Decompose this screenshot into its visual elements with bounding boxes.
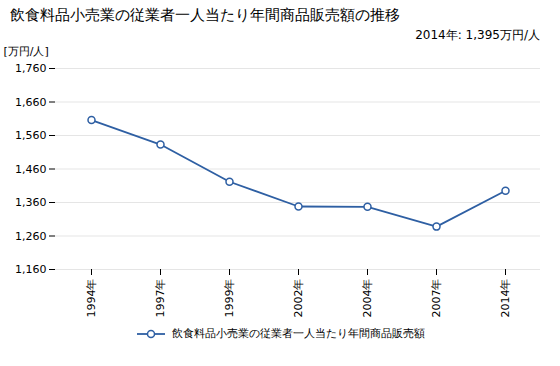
html-text:2014年: 1,395万円/人: 2014年: 1,395万円/人 xyxy=(415,28,540,42)
svg-text:1,260: 1,260 xyxy=(15,230,47,243)
html-text:飲食料品小売業の従業者一人当たり年間商品販売額の推移: 飲食料品小売業の従業者一人当たり年間商品販売額の推移 xyxy=(10,6,400,24)
svg-text:2007年: 2007年 xyxy=(430,279,443,318)
svg-text:1,160: 1,160 xyxy=(15,263,47,276)
svg-text:1,560: 1,560 xyxy=(15,129,47,142)
svg-text:1997年: 1997年 xyxy=(154,279,167,318)
svg-text:1,360: 1,360 xyxy=(15,196,47,209)
svg-text:2002年: 2002年 xyxy=(292,279,305,318)
html-text:飲食料品小売業の従業者一人当たり年間商品販売額: 飲食料品小売業の従業者一人当たり年間商品販売額 xyxy=(171,327,425,340)
svg-text:2004年: 2004年 xyxy=(361,279,374,318)
svg-text:1999年: 1999年 xyxy=(223,279,236,318)
svg-text:1994年: 1994年 xyxy=(85,279,98,318)
svg-text:[万円/人]: [万円/人] xyxy=(4,45,49,58)
svg-text:1,760: 1,760 xyxy=(15,62,47,75)
svg-text:1,460: 1,460 xyxy=(15,163,47,176)
svg-text:1,660: 1,660 xyxy=(15,96,47,109)
svg-text:2014年: 2014年 xyxy=(499,279,512,318)
